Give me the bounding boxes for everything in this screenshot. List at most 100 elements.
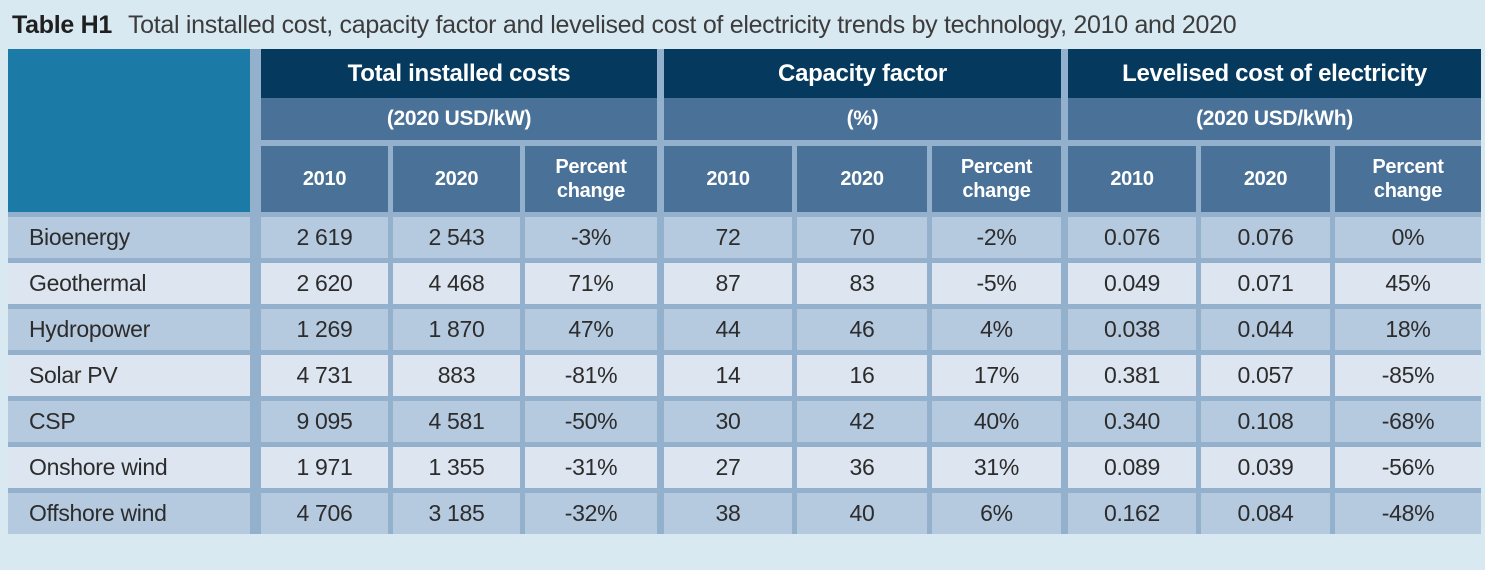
column-header-2020: 2020 [393,146,520,212]
value-cell: 87 [664,263,792,304]
technology-cell: Onshore wind [8,447,250,488]
value-cell: 4 581 [393,401,520,442]
value-cell: 42 [797,401,927,442]
group-unit: (2020 USD/kW) [261,98,657,140]
value-cell: 18% [1335,309,1481,350]
group-unit: (2020 USD/kWh) [1068,98,1481,140]
table-body: Bioenergy 2 619 2 543 -3% 72 70 -2% 0.076 0.076 0… [8,217,1481,534]
value-cell: 0.076 [1201,217,1330,258]
value-cell: 44 [664,309,792,350]
value-cell: -31% [525,447,657,488]
table-row: Bioenergy 2 619 2 543 -3% 72 70 -2% 0.076 0.076 0… [8,217,1481,258]
value-cell: 4 706 [261,493,388,534]
table-header: Total installed costs (2020 USD/kW) 2010… [8,49,1481,212]
group-unit: (%) [664,98,1061,140]
table-number: Table H1 [12,11,112,39]
value-cell: 17% [932,355,1061,396]
value-cell: 46 [797,309,927,350]
technology-cell: Solar PV [8,355,250,396]
value-cell: 2 620 [261,263,388,304]
value-cell: 4 468 [393,263,520,304]
value-cell: 2 619 [261,217,388,258]
value-cell: 38 [664,493,792,534]
value-cell: 0% [1335,217,1481,258]
group-title: Total installed costs [261,49,657,98]
value-cell: 0.162 [1068,493,1196,534]
value-cell: 0.084 [1201,493,1330,534]
value-cell: 883 [393,355,520,396]
column-header-percent-change: Percent change [1335,146,1481,212]
value-cell: 45% [1335,263,1481,304]
value-cell: 0.049 [1068,263,1196,304]
value-cell: 1 355 [393,447,520,488]
value-cell: 6% [932,493,1061,534]
technology-cell: Offshore wind [8,493,250,534]
value-cell: 9 095 [261,401,388,442]
value-cell: 40 [797,493,927,534]
value-cell: 4% [932,309,1061,350]
table-row: Geothermal 2 620 4 468 71% 87 83 -5% 0.049 0.071… [8,263,1481,304]
header-group-capacity-factor: Capacity factor (%) 2010 2020 Percent ch… [664,49,1061,212]
value-cell: -48% [1335,493,1481,534]
value-cell: -5% [932,263,1061,304]
table-row: Offshore wind 4 706 3 185 -32% 38 40 6% 0.162 0.… [8,493,1481,534]
value-cell: -2% [932,217,1061,258]
value-cell: 47% [525,309,657,350]
value-cell: 1 870 [393,309,520,350]
column-header-2010: 2010 [664,146,792,212]
column-header-2010: 2010 [1068,146,1196,212]
group-title: Capacity factor [664,49,1061,98]
value-cell: 0.039 [1201,447,1330,488]
value-cell: 1 971 [261,447,388,488]
value-cell: -32% [525,493,657,534]
header-group-total-installed-costs: Total installed costs (2020 USD/kW) 2010… [261,49,657,212]
value-cell: 1 269 [261,309,388,350]
value-cell: 0.057 [1201,355,1330,396]
corner-cell [8,49,250,212]
value-cell: 3 185 [393,493,520,534]
value-cell: 70 [797,217,927,258]
table-row: Hydropower 1 269 1 870 47% 44 46 4% 0.038 0.044 1… [8,309,1481,350]
value-cell: -68% [1335,401,1481,442]
value-cell: 0.381 [1068,355,1196,396]
value-cell: 0.038 [1068,309,1196,350]
column-header-percent-change: Percent change [525,146,657,212]
value-cell: 0.044 [1201,309,1330,350]
group-title: Levelised cost of electricity [1068,49,1481,98]
technology-cell: CSP [8,401,250,442]
column-header-2020: 2020 [797,146,927,212]
data-table: Total installed costs (2020 USD/kW) 2010… [8,49,1481,534]
value-cell: -56% [1335,447,1481,488]
technology-cell: Geothermal [8,263,250,304]
value-cell: 2 543 [393,217,520,258]
table-caption: Total installed cost, capacity factor an… [127,11,1237,39]
value-cell: 27 [664,447,792,488]
technology-cell: Hydropower [8,309,250,350]
value-cell: 40% [932,401,1061,442]
value-cell: 0.071 [1201,263,1330,304]
value-cell: 4 731 [261,355,388,396]
value-cell: -81% [525,355,657,396]
value-cell: 83 [797,263,927,304]
value-cell: 36 [797,447,927,488]
technology-cell: Bioenergy [8,217,250,258]
value-cell: 71% [525,263,657,304]
value-cell: 0.108 [1201,401,1330,442]
column-header-2020: 2020 [1201,146,1330,212]
value-cell: 31% [932,447,1061,488]
value-cell: -3% [525,217,657,258]
value-cell: 0.076 [1068,217,1196,258]
table-title: Table H1 Total installed cost, capacity f… [0,0,1485,40]
column-header-2010: 2010 [261,146,388,212]
table-row: CSP 9 095 4 581 -50% 30 42 40% 0.340 0.108 -68% [8,401,1481,442]
value-cell: 30 [664,401,792,442]
value-cell: -85% [1335,355,1481,396]
value-cell: -50% [525,401,657,442]
table-row: Onshore wind 1 971 1 355 -31% 27 36 31% 0.089 0.… [8,447,1481,488]
column-header-percent-change: Percent change [932,146,1061,212]
table-row: Solar PV 4 731 883 -81% 14 16 17% 0.381 0.057 -85… [8,355,1481,396]
header-group-levelised-cost: Levelised cost of electricity (2020 USD/… [1068,49,1481,212]
value-cell: 16 [797,355,927,396]
value-cell: 0.089 [1068,447,1196,488]
value-cell: 0.340 [1068,401,1196,442]
